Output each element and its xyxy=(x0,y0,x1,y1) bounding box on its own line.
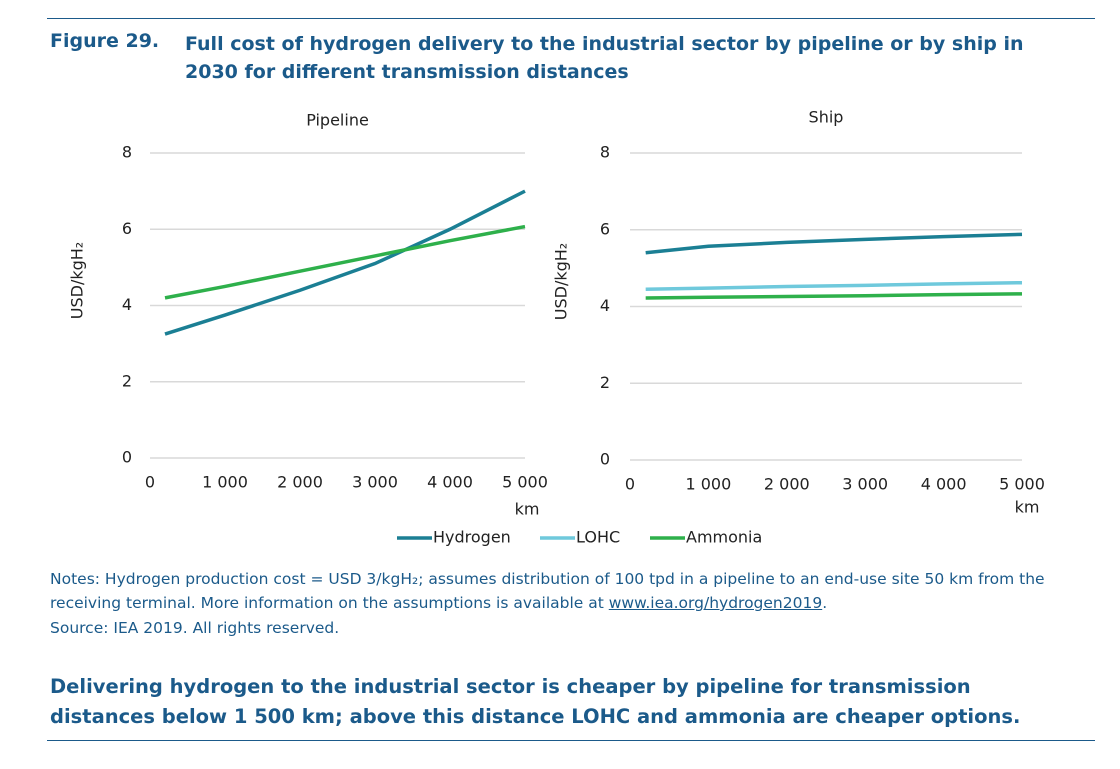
y-tick-label: 2 xyxy=(600,373,610,392)
x-axis-label: km xyxy=(1015,498,1040,517)
y-tick-label: 8 xyxy=(600,143,610,162)
x-tick-label: 5 000 xyxy=(999,475,1045,494)
y-tick-label: 0 xyxy=(600,450,610,469)
x-tick-label: 0 xyxy=(625,475,635,494)
takeaway: Delivering hydrogen to the industrial se… xyxy=(50,675,1021,728)
y-tick-label: 4 xyxy=(122,295,132,314)
legend-label: Ammonia xyxy=(686,528,762,547)
y-axis-label: USD/kgH₂ xyxy=(552,243,571,320)
bottom-rule xyxy=(47,740,1095,741)
notes: Notes: Hydrogen production cost = USD 3/… xyxy=(50,567,1060,615)
y-tick-label: 2 xyxy=(122,371,132,390)
notes-text: Notes: Hydrogen production cost = USD 3/… xyxy=(50,570,1045,612)
y-axis-label: USD/kgH₂ xyxy=(68,242,87,319)
x-tick-label: 3 000 xyxy=(842,475,888,494)
legend-label: LOHC xyxy=(576,528,620,547)
series-line: LOHC xyxy=(645,280,1023,291)
notes-link[interactable]: www.iea.org/hydrogen2019 xyxy=(608,594,823,612)
top-rule xyxy=(47,18,1095,19)
chart-title: Pipeline xyxy=(306,111,369,130)
series-line: Hydrogen xyxy=(645,232,1023,255)
x-axis-label: km xyxy=(515,500,540,519)
x-tick-label: 1 000 xyxy=(202,473,248,492)
series-line: Ammonia xyxy=(164,224,526,300)
x-tick-label: 4 000 xyxy=(921,475,967,494)
x-tick-label: 2 000 xyxy=(764,475,810,494)
x-tick-label: 3 000 xyxy=(352,473,398,492)
figure-title: Full cost of hydrogen delivery to the in… xyxy=(185,33,1024,83)
figure-label: Figure 29. xyxy=(50,30,160,52)
y-tick-label: 0 xyxy=(122,448,132,467)
x-tick-label: 5 000 xyxy=(502,473,548,492)
x-tick-label: 2 000 xyxy=(277,473,323,492)
legend-label: Hydrogen xyxy=(433,528,511,547)
series-line: Ammonia xyxy=(645,292,1023,300)
notes-text: . xyxy=(822,594,828,612)
charts: Pipeline USD/kgH₂ km 0 2 4 6 8 0 1 000 2 000 3 000 4… xyxy=(68,108,1045,547)
x-tick-label: 0 xyxy=(145,473,155,492)
chart-title: Ship xyxy=(809,108,844,127)
source: Source: IEA 2019. All rights reserved. xyxy=(50,619,340,637)
y-tick-label: 8 xyxy=(122,143,132,162)
x-tick-label: 4 000 xyxy=(427,473,473,492)
y-tick-label: 6 xyxy=(122,219,132,238)
y-tick-label: 4 xyxy=(600,296,610,315)
series-line: Hydrogen xyxy=(164,189,526,336)
x-tick-label: 1 000 xyxy=(685,475,731,494)
y-tick-label: 6 xyxy=(600,219,610,238)
